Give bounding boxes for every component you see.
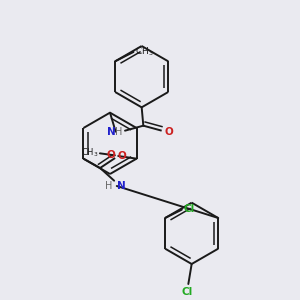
Text: O: O (164, 127, 173, 137)
Text: O: O (117, 151, 126, 161)
Text: Cl: Cl (183, 204, 195, 214)
Text: H: H (115, 127, 122, 137)
Text: O: O (106, 150, 115, 160)
Text: CH$_3$: CH$_3$ (81, 147, 99, 159)
Text: N: N (117, 181, 125, 191)
Text: H: H (105, 181, 112, 191)
Text: Cl: Cl (182, 287, 193, 297)
Text: N: N (107, 127, 116, 137)
Text: CH$_3$: CH$_3$ (135, 45, 154, 58)
